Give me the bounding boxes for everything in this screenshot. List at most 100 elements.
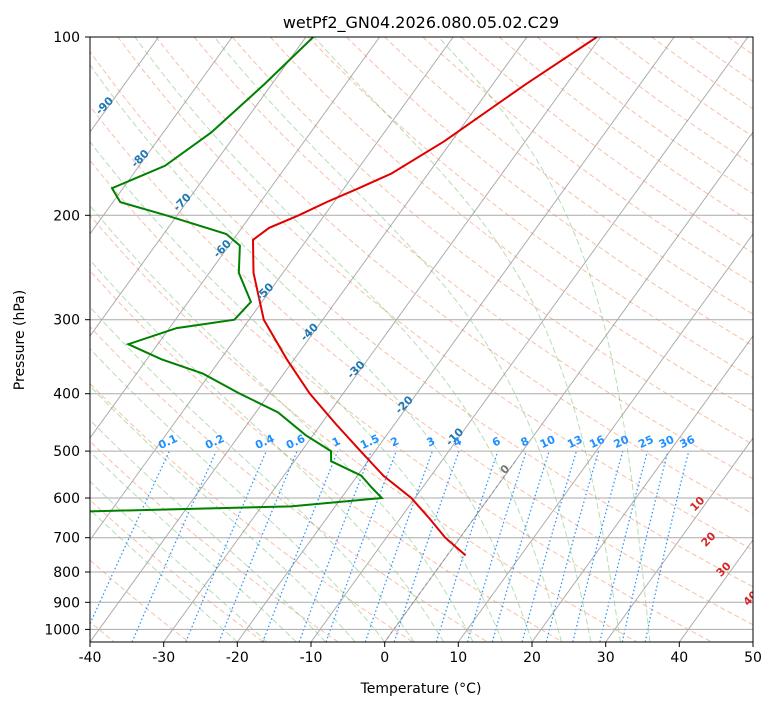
isotherm-line	[90, 37, 307, 337]
dry-adiabat	[90, 325, 488, 642]
moist-adiabat	[313, 37, 621, 642]
x-axis-label: Temperature (°C)	[360, 681, 482, 697]
x-tick-label: 0	[380, 650, 389, 666]
y-tick-label: 400	[53, 387, 80, 403]
moist-adiabat	[90, 259, 445, 642]
dry-adiabats	[90, 37, 753, 642]
moist-adiabat	[90, 480, 268, 642]
x-tick-label: -40	[79, 650, 102, 666]
mixing-ratio-line	[599, 450, 649, 642]
isotherm-line	[90, 37, 528, 642]
dry-adiabat	[117, 37, 753, 551]
dry-adiabat	[90, 159, 712, 642]
x-tick-label: -10	[300, 650, 323, 666]
mixing-ratio-line	[364, 450, 433, 642]
isotherm-line	[163, 37, 602, 642]
mixing-ratio-label: 36	[678, 433, 698, 451]
isotherm-line	[531, 335, 753, 642]
mixing-ratio-line	[545, 450, 600, 642]
moist-adiabat	[90, 419, 327, 642]
moist-adiabats	[90, 37, 651, 642]
dry-adiabat	[193, 37, 753, 480]
moist-adiabat	[90, 385, 356, 642]
dry-adiabat	[90, 382, 414, 642]
y-tick-label: 500	[53, 444, 80, 460]
dry-adiabat	[90, 105, 753, 626]
y-tick-label: 200	[53, 208, 80, 224]
isotherm-line	[90, 37, 454, 541]
x-axis-ticks: -40 -30 -20 -10 0 10 20 30 40 50	[79, 642, 762, 666]
moist-adiabat	[90, 204, 474, 642]
mixing-ratio-line	[466, 450, 527, 642]
x-tick-label: 30	[597, 650, 615, 666]
moist-adiabat	[90, 140, 503, 642]
x-tick-label: 20	[523, 650, 541, 666]
dry-adiabat	[269, 37, 753, 412]
dry-adiabat	[90, 50, 753, 588]
y-tick-label: 600	[53, 491, 80, 507]
y-tick-label: 100	[53, 30, 80, 46]
temperature-profile-line	[251, 37, 598, 557]
x-tick-label: -20	[226, 650, 249, 666]
y-tick-label: 800	[53, 565, 80, 581]
zero-isotherm-line	[384, 460, 516, 642]
mixing-ratio-line	[218, 450, 298, 642]
dry-adiabat	[422, 37, 753, 284]
isotherm-line	[236, 37, 675, 642]
mixing-ratio-label: 25	[636, 433, 655, 451]
pressure-gridlines	[90, 37, 753, 630]
dry-adiabat	[90, 499, 264, 642]
moist-adiabat	[90, 450, 297, 642]
dry-adiabat	[90, 559, 190, 642]
mixing-ratio-line	[644, 450, 690, 642]
dry-adiabat	[308, 37, 753, 379]
mixing-ratio-line	[325, 450, 397, 642]
y-axis-ticks: 1000 900 800 700 600 500 400 300 200 100	[44, 30, 90, 638]
dry-adiabat	[90, 214, 638, 642]
x-tick-label: 50	[744, 650, 762, 666]
x-tick-label: -30	[152, 650, 175, 666]
moist-adiabat	[90, 348, 386, 642]
mixing-ratio-line	[131, 450, 217, 642]
y-tick-label: 300	[53, 313, 80, 329]
moist-adiabat	[90, 509, 238, 642]
y-tick-label: 700	[53, 531, 80, 547]
mixing-ratio-line	[521, 450, 577, 642]
moist-adiabat	[90, 64, 533, 642]
mixing-ratio-label: 30	[657, 433, 677, 451]
isotherm-line	[678, 539, 753, 642]
y-tick-label: 1000	[44, 622, 80, 638]
x-tick-label: 10	[449, 650, 467, 666]
mixing-ratio-label: 10	[538, 433, 558, 451]
isotherm-line	[605, 437, 753, 642]
mixing-ratio-line	[491, 450, 550, 642]
mixing-ratio-line	[621, 450, 669, 642]
moist-adiabat	[438, 37, 651, 642]
y-tick-label: 900	[53, 595, 80, 611]
mixing-ratio-label: 20	[612, 433, 632, 451]
isotherm-line	[457, 233, 753, 642]
mixing-ratio-line	[572, 450, 624, 642]
chart-title: wetPf2_GN04.2026.080.05.02.C29	[283, 13, 559, 33]
isotherm-line	[90, 37, 233, 235]
dewpoint-profile-line	[90, 37, 384, 513]
isotherm-line	[90, 37, 381, 439]
mixing-ratio-line	[262, 450, 339, 642]
plot-area: -100-90-80-70-60-50-40-30-20-1000.10.20.…	[90, 37, 753, 642]
y-axis-label: Pressure (hPa)	[12, 290, 28, 390]
x-tick-label: 40	[670, 650, 688, 666]
mixing-ratio-line	[435, 450, 499, 642]
isotherm-line	[310, 37, 749, 642]
plot-frame	[89, 36, 754, 643]
dry-adiabat	[231, 37, 753, 445]
mixing-ratio-line	[185, 450, 267, 642]
dry-adiabat	[155, 37, 753, 515]
dry-adiabat	[90, 270, 563, 642]
mixing-ratio-label: 13	[565, 433, 584, 451]
moist-adiabat	[90, 306, 415, 642]
mixing-ratio-label: 16	[587, 433, 607, 451]
zero-isotherm-marker	[384, 460, 516, 642]
moist-adiabat	[134, 37, 562, 642]
mixing-ratio-line	[298, 450, 372, 642]
